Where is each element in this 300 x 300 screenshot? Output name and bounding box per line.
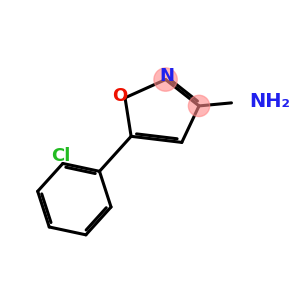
Text: Cl: Cl [51,147,70,165]
Circle shape [154,68,177,91]
Circle shape [188,95,210,117]
Text: NH₂: NH₂ [250,92,291,111]
Text: O: O [112,87,128,105]
Text: N: N [159,67,174,85]
